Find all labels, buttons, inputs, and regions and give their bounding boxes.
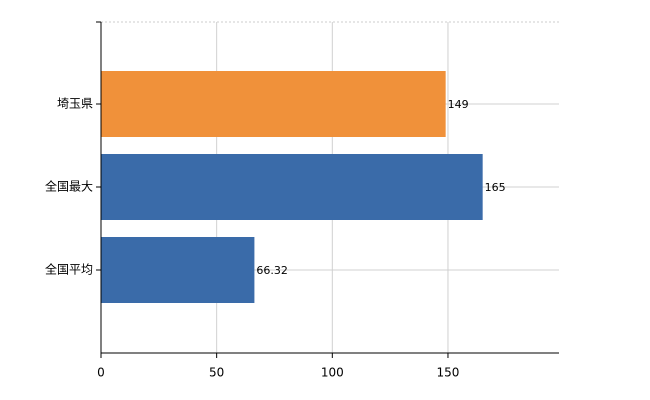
y-tick-label: 全国平均 [45, 262, 93, 277]
y-tick-label: 全国最大 [45, 179, 93, 194]
value-label: 66.32 [256, 264, 288, 277]
x-tick-label: 150 [437, 366, 460, 380]
value-label: 149 [448, 98, 469, 111]
value-label: 165 [485, 181, 506, 194]
bar [101, 237, 255, 303]
bar [101, 71, 446, 137]
x-tick-label: 0 [97, 366, 105, 380]
bar [101, 154, 483, 220]
y-tick-label: 埼玉県 [57, 97, 93, 111]
x-tick-label: 100 [321, 366, 344, 380]
x-tick-label: 50 [209, 366, 224, 380]
